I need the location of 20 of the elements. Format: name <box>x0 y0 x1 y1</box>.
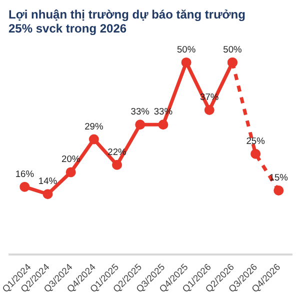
chart-title: Lợi nhuận thị trường dự báo tăng trưởng 25% svck trong 2026 <box>8 8 246 36</box>
point <box>227 57 238 68</box>
data-label: 25% <box>246 136 265 146</box>
data-label: 50% <box>176 44 196 54</box>
data-label: 33% <box>130 106 150 117</box>
data-label: 29% <box>84 121 104 132</box>
data-label: 16% <box>15 168 34 179</box>
point <box>158 120 168 130</box>
point <box>88 134 99 144</box>
data-label: 14% <box>38 176 58 186</box>
point <box>42 189 53 200</box>
point <box>204 105 214 115</box>
point <box>112 160 122 170</box>
data-label: 50% <box>223 44 242 54</box>
point <box>250 148 261 159</box>
point <box>181 57 192 68</box>
point <box>20 182 30 192</box>
point <box>135 120 146 130</box>
point <box>274 185 284 196</box>
point <box>66 167 76 178</box>
